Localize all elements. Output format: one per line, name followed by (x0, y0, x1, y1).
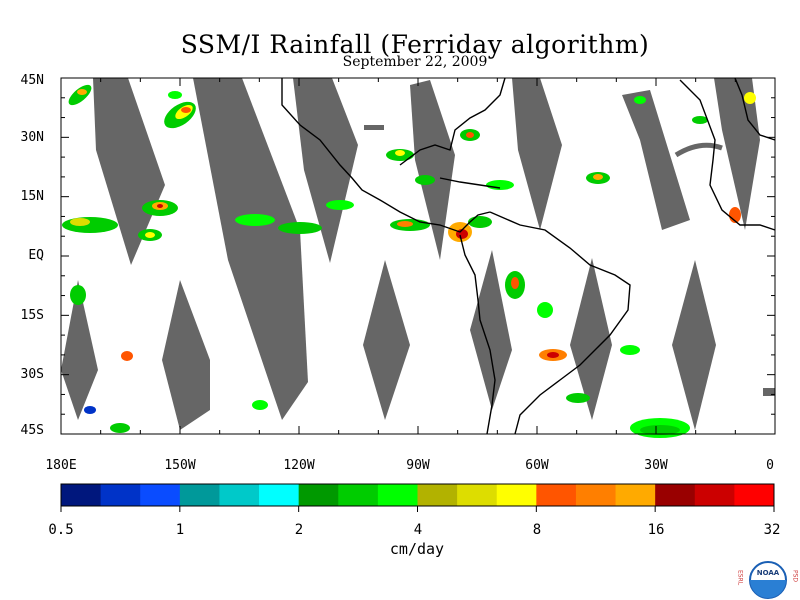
coast-north-america (281, 77, 506, 233)
coast-europe (734, 77, 776, 141)
lon-label-180e: 180E (45, 458, 77, 473)
rain-cell (634, 96, 646, 104)
coast-south-america (459, 211, 631, 435)
rain-cell (692, 116, 708, 124)
colorbar-label-32: 32 (763, 522, 781, 538)
lon-label-0: 0 (766, 458, 774, 473)
rain-cell (235, 214, 275, 226)
swath (410, 80, 455, 260)
swath (570, 258, 612, 420)
rain-cell (511, 277, 519, 289)
rain-cell (278, 222, 322, 234)
missing-swaths (61, 78, 775, 430)
swath (162, 280, 210, 430)
swath (622, 90, 690, 230)
rain-cell (168, 91, 182, 99)
rain-cell (181, 107, 191, 113)
lat-label-eq: EQ (28, 248, 44, 263)
rain-cell (110, 423, 130, 433)
swath (512, 78, 562, 230)
colorbar-units: cm/day (389, 540, 445, 558)
rain-cell (70, 285, 86, 305)
rain-cell (145, 232, 155, 238)
noaa-logo: NOAA ESRL PSD (737, 561, 799, 599)
lon-label-150w: 150W (164, 458, 196, 473)
swath-fragment (364, 125, 384, 130)
lat-label-45s: 45S (20, 423, 44, 438)
rain-cell (468, 216, 492, 228)
logo-left-letters: ESRL (737, 570, 744, 586)
swath (193, 78, 308, 420)
rain-cell (466, 132, 474, 138)
rainfall-cells (62, 84, 756, 438)
rain-cell (68, 84, 92, 106)
rain-cell (486, 180, 514, 190)
lon-label-30w: 30W (644, 458, 668, 473)
swath (363, 260, 410, 420)
rain-cell (397, 221, 413, 227)
lon-label-90w: 90W (406, 458, 430, 473)
colorbar-label-8: 8 (532, 522, 542, 538)
swath (61, 280, 98, 420)
map-ticks (60, 77, 776, 435)
rain-cell (593, 174, 603, 180)
lat-label-45n: 45N (20, 73, 44, 88)
rain-cell (77, 89, 87, 95)
rain-cell (547, 352, 559, 358)
map-title: SSM/I Rainfall (Ferriday algorithm) (180, 30, 650, 59)
rain-cell (252, 400, 268, 410)
rain-cell (395, 150, 405, 156)
rain-cell (157, 204, 163, 208)
coast-caribbean (439, 177, 501, 189)
colorbar-label-16: 16 (647, 522, 665, 538)
logo-right-letters: PSD (792, 570, 799, 582)
swath (672, 260, 716, 430)
colorbar-label-1: 1 (175, 522, 185, 538)
coastlines (281, 77, 776, 435)
rain-cell (566, 393, 590, 403)
coast-africa (679, 79, 776, 231)
colorbar-label-4: 4 (413, 522, 423, 538)
lon-label-120w: 120W (283, 458, 315, 473)
lat-label-15s: 15S (20, 308, 44, 323)
rain-cell (121, 351, 133, 361)
rain-cell (744, 92, 756, 104)
rain-cell (70, 218, 90, 226)
swath-fragment (763, 388, 775, 396)
map-date: September 22, 2009 (342, 54, 488, 70)
swath-arc (674, 142, 723, 158)
lat-label-15n: 15N (20, 189, 44, 204)
rain-cell (415, 175, 435, 185)
swath (470, 250, 512, 410)
rain-cell (640, 425, 680, 435)
lon-label-60w: 60W (525, 458, 549, 473)
rain-cell (537, 302, 553, 318)
colorbar-label-0-5: 0.5 (48, 522, 74, 538)
lat-label-30n: 30N (20, 130, 44, 145)
rain-cell (62, 217, 118, 233)
noaa-logo-text: NOAA (757, 569, 780, 577)
swath (714, 78, 760, 230)
rain-cell (326, 200, 354, 210)
swath (93, 78, 165, 265)
colorbar-label-2: 2 (294, 522, 304, 538)
rain-cell (620, 345, 640, 355)
rain-cell (84, 406, 96, 414)
swath (293, 78, 358, 263)
lat-label-30s: 30S (20, 367, 44, 382)
